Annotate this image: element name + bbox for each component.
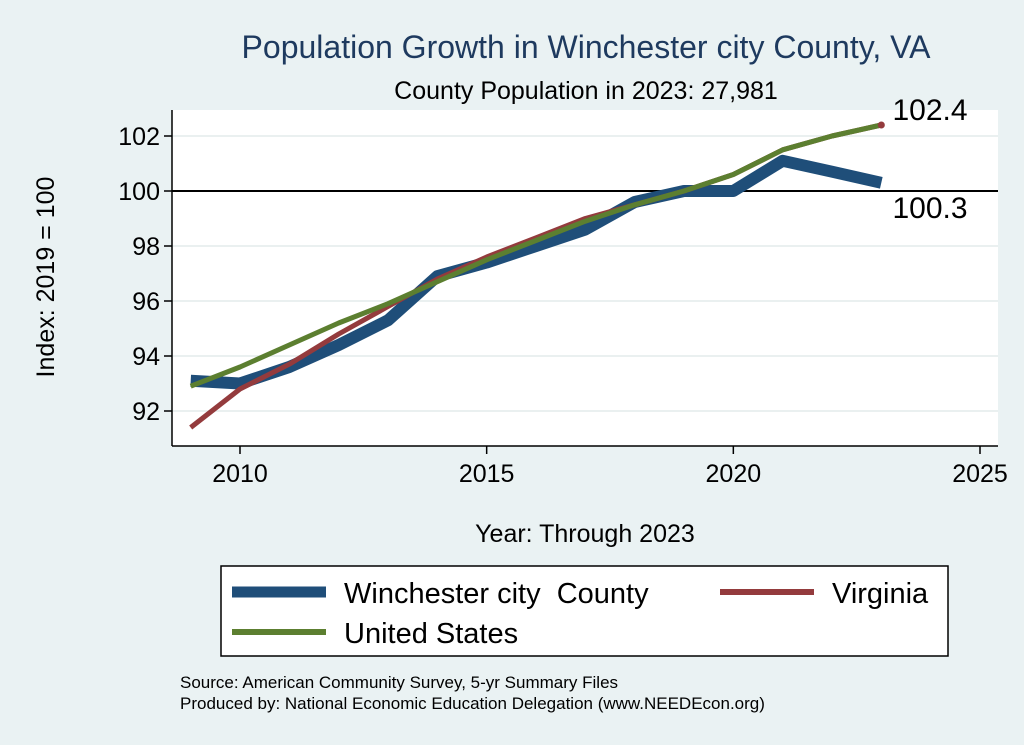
- x-tick-label-2015: 2015: [459, 460, 515, 488]
- legend: Winchester city County Virginia United S…: [220, 565, 949, 657]
- series-layer: [189, 121, 885, 430]
- x-tick-label-2025: 2025: [952, 460, 1008, 488]
- producer-note: Produced by: National Economic Education…: [180, 694, 765, 713]
- y-tick-label-98: 98: [132, 233, 160, 261]
- y-tick-label-92: 92: [132, 398, 160, 426]
- y-axis-title: Index: 2019 = 100: [32, 177, 60, 378]
- x-tick-label-2010: 2010: [212, 460, 268, 488]
- plot-area: [172, 110, 998, 446]
- y-ticks: 92 94 96 98 100 102: [118, 123, 172, 426]
- source-note: Source: American Community Survey, 5-yr …: [180, 673, 618, 692]
- virginia-end-marker: [877, 121, 885, 129]
- y-tick-label-96: 96: [132, 288, 160, 316]
- series-line-winchester: [190, 154, 883, 390]
- legend-box: [220, 565, 949, 657]
- y-tick-label-94: 94: [132, 343, 160, 371]
- legend-label-virginia: Virginia: [832, 578, 929, 610]
- legend-label-united-states: United States: [344, 618, 518, 650]
- chart-title: Population Growth in Winchester city Cou…: [242, 29, 932, 65]
- x-tick-label-2020: 2020: [706, 460, 762, 488]
- x-axis-title: Year: Through 2023: [475, 520, 695, 548]
- y-tick-label-100: 100: [118, 178, 160, 206]
- end-label-bottom: 100.3: [892, 192, 967, 225]
- series-line-united-states: [189, 122, 882, 389]
- legend-label-winchester: Winchester city County: [344, 578, 649, 610]
- chart-subtitle: County Population in 2023: 27,981: [394, 77, 778, 105]
- x-ticks: 2010 2015 2020 2025: [212, 446, 1008, 488]
- y-tick-label-102: 102: [118, 123, 160, 151]
- end-label-top: 102.4: [892, 94, 967, 127]
